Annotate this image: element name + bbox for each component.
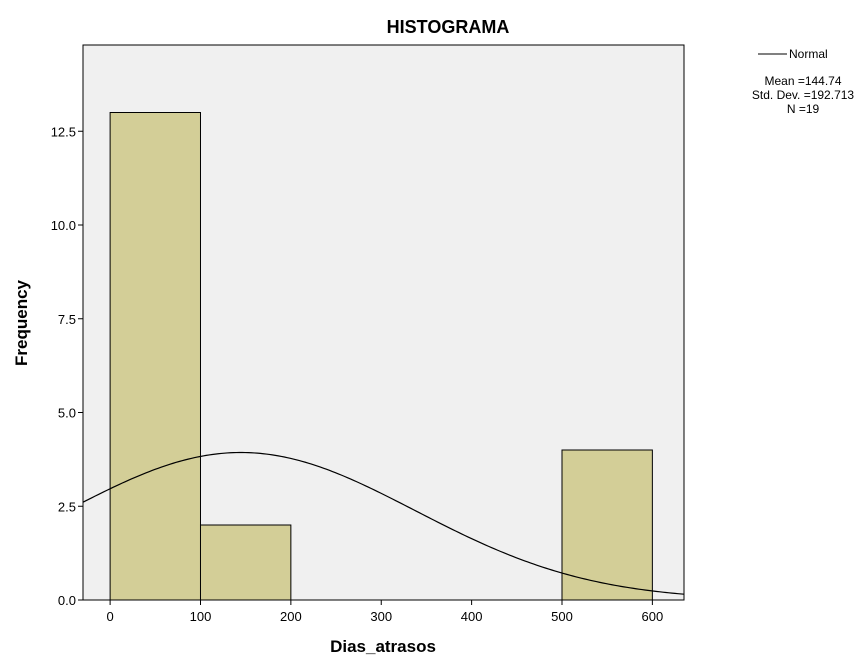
y-tick-label: 7.5 (58, 312, 76, 327)
x-tick-label: 500 (551, 609, 573, 624)
histogram-bar-500-600 (561, 449, 653, 601)
x-axis-label: Dias_atrasos (330, 637, 436, 656)
stat-std-dev: Std. Dev. =192.713 (752, 88, 855, 102)
x-axis: 0 100 200 300 400 500 600 (106, 600, 663, 624)
x-tick-label: 300 (370, 609, 392, 624)
y-tick-label: 2.5 (58, 499, 76, 514)
y-tick-label: 0.0 (58, 593, 76, 608)
x-tick-label: 200 (280, 609, 302, 624)
x-tick-label: 600 (642, 609, 664, 624)
chart-title: HISTOGRAMA (387, 17, 510, 37)
y-axis-label: Frequency (12, 279, 31, 366)
y-axis: 0.0 2.5 5.0 7.5 10.0 12.5 (51, 124, 83, 608)
stat-n: N =19 (787, 102, 820, 116)
histogram-bar-100-200 (199, 524, 292, 601)
y-tick-label: 10.0 (51, 218, 76, 233)
histogram-bar-0-100 (109, 112, 201, 601)
stat-mean: Mean =144.74 (764, 74, 841, 88)
y-tick-label: 5.0 (58, 406, 76, 421)
bars-group (109, 112, 653, 601)
legend: Normal Mean =144.74 Std. Dev. =192.713 N… (752, 47, 855, 116)
normal-curve (82, 451, 685, 595)
x-tick-label: 100 (190, 609, 212, 624)
y-tick-label: 12.5 (51, 124, 76, 139)
x-tick-label: 400 (461, 609, 483, 624)
plot-frame (82, 44, 685, 601)
x-tick-label: 0 (106, 609, 113, 624)
legend-label-normal: Normal (789, 47, 828, 61)
